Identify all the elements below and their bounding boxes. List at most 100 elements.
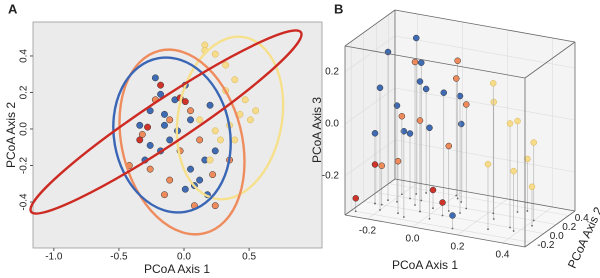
y-tick-label: 0.4: [575, 213, 589, 224]
point: [151, 74, 159, 82]
point: [463, 101, 470, 108]
point: [418, 59, 425, 66]
floor-dot: [447, 210, 450, 212]
grid-line: [457, 198, 508, 236]
point: [166, 116, 174, 124]
point: [161, 191, 168, 199]
box-edge: [344, 45, 526, 79]
point: [426, 124, 433, 132]
floor-dot: [451, 227, 454, 230]
point: [456, 92, 464, 100]
point: [209, 171, 217, 179]
z-tick-label: -0.2: [322, 171, 340, 182]
point: [206, 101, 214, 109]
point: [528, 183, 536, 191]
y-tick-label: 0.0: [19, 122, 30, 136]
box-edge: [344, 9, 396, 47]
point: [196, 136, 204, 144]
point: [416, 117, 424, 124]
box-edge: [524, 210, 576, 248]
point: [157, 90, 165, 98]
point: [449, 212, 456, 219]
floor-dot: [509, 226, 511, 229]
floor-dot: [492, 218, 495, 220]
z-axis-title: PCoA Axis 3: [310, 97, 324, 163]
point: [211, 127, 219, 135]
floor-dot: [354, 210, 357, 213]
floor-dot: [420, 199, 423, 202]
z-tick-label: 0.0: [325, 119, 339, 130]
floor-dot: [455, 194, 458, 197]
y-tick-label: 0.2: [19, 85, 30, 99]
floor-dot: [516, 211, 519, 213]
y-tick-label: -0.4: [19, 193, 30, 211]
point: [445, 142, 452, 150]
panel-label: B: [334, 1, 343, 16]
floor-dot: [400, 193, 403, 196]
point: [484, 160, 492, 168]
floor-dot: [432, 207, 434, 210]
floor-dot: [374, 202, 376, 205]
point: [510, 167, 517, 175]
x-axis-title: PCoA Axis 1: [144, 262, 210, 276]
point: [514, 117, 521, 125]
point: [394, 157, 402, 165]
point: [136, 136, 144, 144]
floor-dot: [456, 197, 459, 200]
floor-dot: [465, 207, 468, 210]
x-tick-label: 0.4: [496, 250, 510, 261]
point: [157, 81, 165, 89]
point: [217, 136, 224, 144]
point: [187, 107, 194, 115]
y-tick-label: 0.0: [550, 231, 564, 242]
point: [161, 121, 168, 129]
grid-line: [344, 87, 396, 125]
point: [196, 176, 204, 184]
ellipse: [118, 48, 246, 236]
y-tick-label: -0.2: [19, 156, 30, 174]
grid-line: [344, 35, 396, 73]
grid-line: [344, 139, 396, 177]
floor-dot: [441, 214, 444, 217]
box-edge: [394, 178, 576, 212]
x-tick-label: 0.5: [242, 252, 256, 263]
point: [406, 130, 414, 137]
point: [166, 136, 174, 144]
z-tick-label: 0.2: [325, 67, 339, 78]
point: [371, 161, 379, 168]
point: [413, 34, 420, 42]
ellipse: [29, 29, 303, 215]
point: [246, 116, 254, 124]
box-edge: [394, 9, 576, 43]
point: [429, 186, 437, 194]
grid-line: [394, 139, 576, 173]
floor-dot: [380, 203, 383, 206]
floor-dot: [532, 219, 535, 222]
point: [458, 120, 465, 128]
floor-dot: [425, 192, 428, 194]
grid-line: [502, 206, 553, 244]
point: [146, 141, 154, 149]
x-tick-label: -0.5: [110, 252, 128, 263]
point: [138, 131, 146, 138]
floor-dot: [459, 212, 461, 214]
panel-label: A: [8, 1, 18, 16]
grid-line: [412, 190, 463, 228]
point: [393, 102, 401, 109]
floor-dot: [396, 200, 398, 203]
floor-dot: [419, 210, 421, 213]
box-edge: [344, 214, 526, 248]
point: [506, 120, 514, 127]
floor-dot: [402, 216, 405, 218]
point: [181, 185, 189, 193]
point: [136, 121, 144, 129]
point: [196, 116, 204, 124]
floor-dot: [428, 217, 431, 220]
floor-dot: [415, 193, 418, 195]
ellipse: [175, 35, 285, 201]
point: [231, 76, 239, 84]
wall: [395, 10, 575, 211]
y-tick-label: 0.2: [562, 222, 576, 233]
point: [187, 165, 194, 173]
